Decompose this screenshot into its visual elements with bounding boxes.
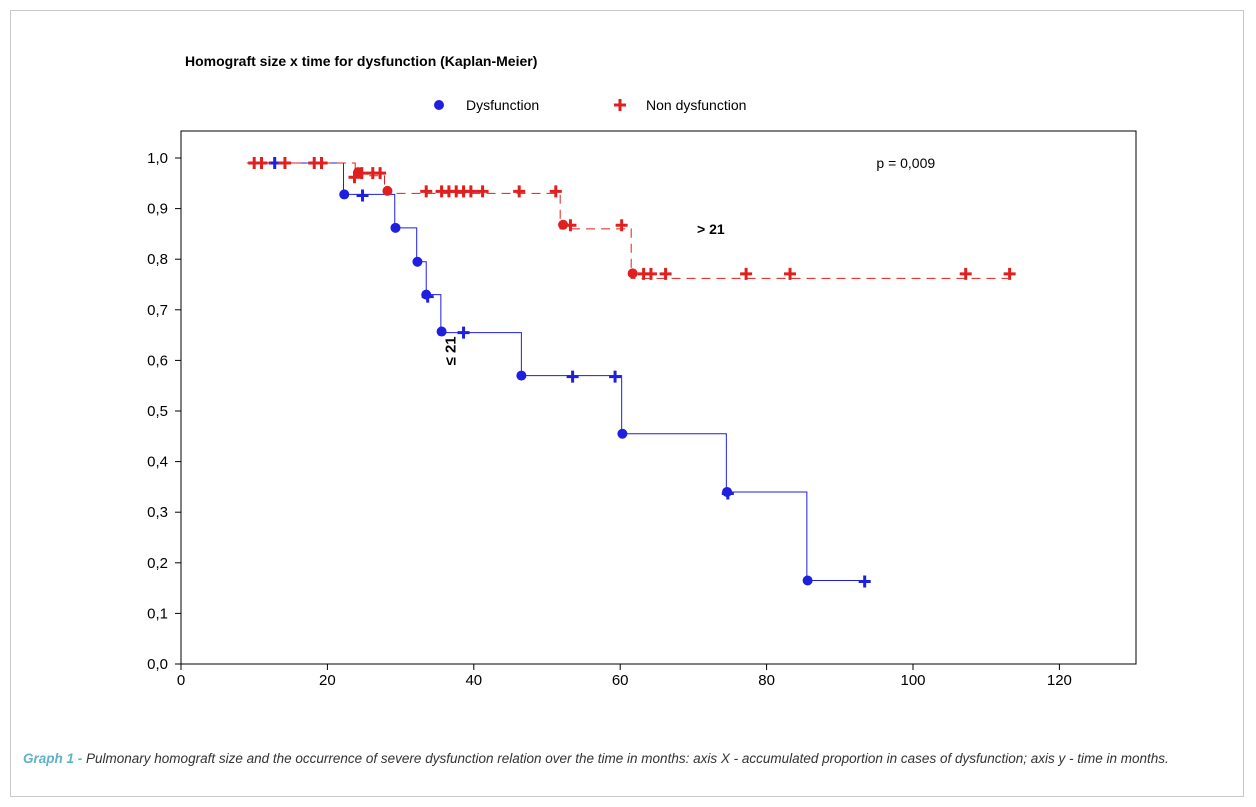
y-tick-label: 0,9 xyxy=(147,201,168,218)
non-dysfunction-censored-mark xyxy=(315,157,328,170)
dysfunction-event-point xyxy=(516,370,527,381)
caption-label: Graph 1 - xyxy=(23,751,87,766)
x-tick-label: 0 xyxy=(177,672,185,689)
annotations: p = 0,009 > 21 ≤ 21 xyxy=(443,155,936,365)
y-tick-label: 0,7 xyxy=(147,302,168,319)
plot-area-border xyxy=(180,130,1137,665)
figure-frame xyxy=(10,10,1244,797)
dysfunction-censored-mark xyxy=(457,326,470,339)
y-tick-label: 0,6 xyxy=(147,352,168,369)
non-dysfunction-censored-mark xyxy=(355,167,368,180)
figure-caption: Graph 1 - Pulmonary homograft size and t… xyxy=(23,748,1238,769)
non-dysfunction-event-point xyxy=(627,268,638,279)
dysfunction-event-point xyxy=(617,428,628,439)
non-dysfunction-censored-mark xyxy=(278,157,291,170)
y-tick-label: 0,1 xyxy=(147,605,168,622)
legend-dysfunction-marker xyxy=(434,100,444,110)
non-dysfunction-censored-mark xyxy=(1003,267,1016,280)
y-tick-label: 0,8 xyxy=(147,251,168,268)
legend-non-dysfunction-label: Non dysfunction xyxy=(646,97,746,113)
legend-non-dysfunction-marker xyxy=(614,99,626,111)
y-tick-label: 0,3 xyxy=(147,504,168,521)
dysfunction-censored-mark xyxy=(356,189,369,202)
non-dysfunction-event-point xyxy=(558,219,569,230)
kaplan-meier-chart: Homograft size x time for dysfunction (K… xyxy=(147,53,1137,689)
group-label-greater-21: > 21 xyxy=(697,221,725,237)
non-dysfunction-event-point xyxy=(382,185,393,196)
x-tick-label: 80 xyxy=(758,672,775,689)
y-tick-label: 0,5 xyxy=(147,403,168,420)
non-dysfunction-censored-mark xyxy=(420,185,433,198)
non-dysfunction-censored-mark xyxy=(464,185,477,198)
non-dysfunction-step-line xyxy=(246,162,1009,279)
x-tick-label: 100 xyxy=(900,672,925,689)
x-tick-label: 60 xyxy=(612,672,629,689)
legend: Dysfunction Non dysfunction xyxy=(434,97,746,113)
non-dysfunction-censored-mark xyxy=(374,167,387,180)
dysfunction-event-point xyxy=(339,189,350,200)
non-dysfunction-censored-mark xyxy=(740,267,753,280)
non-dysfunction-censored-mark xyxy=(348,171,361,184)
non-dysfunction-censored-mark xyxy=(659,267,672,280)
dysfunction-censored-mark xyxy=(566,370,579,383)
chart-title: Homograft size x time for dysfunction (K… xyxy=(185,53,537,69)
p-value-annotation: p = 0,009 xyxy=(876,155,935,171)
dysfunction-censored-mark xyxy=(609,370,622,383)
dysfunction-step-line xyxy=(246,162,866,582)
non-dysfunction-censored-mark xyxy=(959,267,972,280)
caption-text: Pulmonary homograft size and the occurre… xyxy=(86,751,1169,766)
non-dysfunction-censored-mark xyxy=(549,185,562,198)
non-dysfunction-censored-mark xyxy=(476,185,489,198)
group-label-less-equal-21: ≤ 21 xyxy=(443,336,460,365)
non-dysfunction-censored-mark xyxy=(644,267,657,280)
dysfunction-censored-mark xyxy=(721,487,734,500)
x-tick-label: 120 xyxy=(1047,672,1072,689)
y-tick-label: 0,2 xyxy=(147,555,168,572)
y-tick-label: 0,4 xyxy=(147,454,168,471)
series-layer xyxy=(246,157,1016,588)
non-dysfunction-censored-mark xyxy=(255,157,268,170)
non-dysfunction-censored-mark xyxy=(615,219,628,232)
non-dysfunction-censored-mark xyxy=(784,267,797,280)
dysfunction-event-point xyxy=(390,222,401,233)
dysfunction-event-point xyxy=(802,575,813,586)
x-tick-label: 40 xyxy=(465,672,482,689)
dysfunction-event-point xyxy=(436,326,447,337)
non-dysfunction-censored-mark xyxy=(513,185,526,198)
dysfunction-event-point xyxy=(412,256,423,267)
dysfunction-censored-mark xyxy=(421,290,434,303)
dysfunction-censored-mark xyxy=(858,575,871,588)
y-tick-label: 1,0 xyxy=(147,150,168,167)
axes: 0 20 40 60 80 100 120 0,0 0,1 0,2 0,3 0,4 0,5 0,6 0,7 0… xyxy=(147,150,1072,689)
x-tick-label: 20 xyxy=(319,672,336,689)
legend-dysfunction-label: Dysfunction xyxy=(466,97,539,113)
y-tick-label: 0,0 xyxy=(147,656,168,673)
non-dysfunction-censored-mark xyxy=(564,219,577,232)
